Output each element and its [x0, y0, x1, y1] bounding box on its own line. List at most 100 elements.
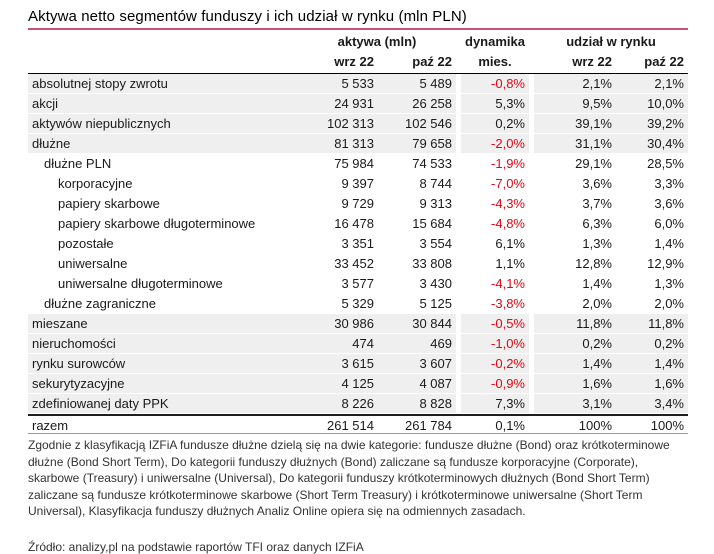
col-group-dynamika-line2: mies.: [478, 54, 512, 69]
segment-label: dłużne: [28, 134, 298, 154]
col-group-udzial: udział w rynku: [566, 34, 656, 49]
udzial-wrz-value: 1,4%: [582, 276, 612, 291]
aktywa-wrz-value: 4 125: [298, 374, 378, 394]
udzial-paz-value: 3,6%: [654, 196, 684, 211]
aktywa-wrz-value: 474: [298, 334, 378, 354]
udzial-wrz-value: 2,1%: [534, 74, 616, 94]
table-row: akcji 24 931 26 258 5,3% 9,5% 10,0%: [28, 94, 688, 114]
aktywa-paz-value: 26 258: [378, 94, 456, 114]
table-row: dłużne PLN 75 984 74 533 -1,9% 29,1% 28,…: [28, 154, 688, 174]
table-header: aktywa (mln) dynamika udział w rynku wrz…: [28, 32, 688, 74]
table-row: sekurytyzacyjne 4 125 4 087 -0,9% 1,6% 1…: [28, 374, 688, 394]
table-body: absolutnej stopy zwrotu 5 533 5 489 -0,8…: [28, 74, 688, 434]
aktywa-paz-value: 3 430: [419, 276, 452, 291]
segment-label: pozostałe: [58, 236, 114, 251]
table-row: uniwersalne długoterminowe 3 577 3 430 -…: [28, 274, 688, 294]
aktywa-wrz-value: 8 226: [298, 394, 378, 414]
aktywa-wrz-value: 33 452: [334, 256, 374, 271]
segment-label: korporacyjne: [58, 176, 133, 191]
segment-label: papiery skarbowe długoterminowe: [58, 216, 256, 231]
udzial-paz-value: 28,5%: [647, 156, 684, 171]
dynamika-value: 7,3%: [461, 394, 529, 414]
column-gap: [529, 414, 534, 434]
segment-label: zdefiniowanej daty PPK: [28, 394, 298, 414]
segment-label: dłużne PLN: [44, 156, 112, 171]
aktywa-paz-value: 5 489: [378, 74, 456, 94]
udzial-wrz-value: 31,1%: [534, 134, 616, 154]
aktywa-paz-value: 74 533: [412, 156, 452, 171]
dynamika-value: -0,5%: [461, 314, 529, 334]
dynamika-value: 1,1%: [495, 256, 525, 271]
udzial-wrz-value: 3,6%: [582, 176, 612, 191]
aktywa-wrz-value: 24 931: [298, 94, 378, 114]
udzial-paz-value: 10,0%: [616, 94, 688, 114]
segment-label: razem: [28, 414, 298, 434]
aktywa-paz-value: 15 684: [412, 216, 452, 231]
col-group-dynamika-line1: dynamika: [465, 34, 525, 49]
segment-label: aktywów niepublicznych: [28, 114, 298, 134]
col-group-aktywa: aktywa (mln): [337, 34, 417, 49]
udzial-wrz-value: 1,4%: [534, 354, 616, 374]
dynamika-value: -1,0%: [461, 334, 529, 354]
footnote-text: Zgodnie z klasyfikacją IZFiA fundusze dł…: [28, 438, 670, 519]
udzial-paz-value: 1,6%: [616, 374, 688, 394]
dynamika-value: -2,0%: [461, 134, 529, 154]
udzial-paz-value: 6,0%: [654, 216, 684, 231]
udzial-paz-value: 2,0%: [654, 296, 684, 311]
source-text: Źródło: analizy,pl na podstawie raportów…: [28, 539, 364, 554]
col-udzial-paz: paź 22: [644, 54, 684, 69]
aktywa-paz-value: 4 087: [378, 374, 456, 394]
segment-label: papiery skarbowe: [58, 196, 160, 211]
aktywa-wrz-value: 16 478: [334, 216, 374, 231]
table-row: papiery skarbowe długoterminowe 16 478 1…: [28, 214, 688, 234]
segment-label: rynku surowców: [28, 354, 298, 374]
page-title: Aktywa netto segmentów funduszy i ich ud…: [28, 8, 467, 25]
udzial-paz-value: 2,1%: [616, 74, 688, 94]
udzial-paz-value: 0,2%: [616, 334, 688, 354]
aktywa-paz-value: 102 546: [378, 114, 456, 134]
udzial-wrz-value: 3,1%: [534, 394, 616, 414]
udzial-wrz-value: 12,8%: [575, 256, 612, 271]
udzial-paz-value: 11,8%: [616, 314, 688, 334]
udzial-wrz-value: 9,5%: [534, 94, 616, 114]
column-gap: [456, 414, 461, 434]
udzial-wrz-value: 29,1%: [575, 156, 612, 171]
col-aktywa-paz: paź 22: [412, 54, 452, 69]
dynamika-value: -1,9%: [491, 156, 525, 171]
aktywa-wrz-value: 3 577: [341, 276, 374, 291]
dynamika-value: -4,3%: [491, 196, 525, 211]
header-sub-row: wrz 22 paź 22 mies. wrz 22 paź 22: [28, 52, 688, 72]
table-row: uniwersalne 33 452 33 808 1,1% 12,8% 12,…: [28, 254, 688, 274]
segment-label: akcji: [28, 94, 298, 114]
table-row: rynku surowców 3 615 3 607 -0,2% 1,4% 1,…: [28, 354, 688, 374]
udzial-paz-value: 1,3%: [654, 276, 684, 291]
aktywa-wrz-value: 3 351: [341, 236, 374, 251]
dynamika-value: 6,1%: [495, 236, 525, 251]
segment-label: uniwersalne długoterminowe: [58, 276, 223, 291]
aktywa-paz-value: 261 784: [378, 414, 456, 434]
segment-label: nieruchomości: [28, 334, 298, 354]
aktywa-wrz-value: 30 986: [298, 314, 378, 334]
table-row: papiery skarbowe 9 729 9 313 -4,3% 3,7% …: [28, 194, 688, 214]
table-row: absolutnej stopy zwrotu 5 533 5 489 -0,8…: [28, 74, 688, 94]
segment-label: mieszane: [28, 314, 298, 334]
udzial-wrz-value: 1,3%: [582, 236, 612, 251]
segment-label: uniwersalne: [58, 256, 128, 271]
aktywa-wrz-value: 9 729: [341, 196, 374, 211]
segment-label: sekurytyzacyjne: [28, 374, 298, 394]
segment-label: dłużne zagraniczne: [44, 296, 157, 311]
udzial-wrz-value: 0,2%: [534, 334, 616, 354]
udzial-paz-value: 30,4%: [616, 134, 688, 154]
table-row: dłużne 81 313 79 658 -2,0% 31,1% 30,4%: [28, 134, 688, 154]
udzial-paz-value: 1,4%: [616, 354, 688, 374]
dynamika-value: 5,3%: [461, 94, 529, 114]
table-row: dłużne zagraniczne 5 329 5 125 -3,8% 2,0…: [28, 294, 688, 314]
segments-table: aktywa (mln) dynamika udział w rynku wrz…: [28, 32, 688, 434]
dynamika-value: -4,1%: [491, 276, 525, 291]
udzial-wrz-value: 6,3%: [582, 216, 612, 231]
header-group-row: aktywa (mln) dynamika udział w rynku: [28, 32, 688, 52]
segment-label: absolutnej stopy zwrotu: [28, 74, 298, 94]
table-row: mieszane 30 986 30 844 -0,5% 11,8% 11,8%: [28, 314, 688, 334]
dynamika-value: 0,1%: [461, 414, 529, 434]
udzial-wrz-value: 3,7%: [582, 196, 612, 211]
